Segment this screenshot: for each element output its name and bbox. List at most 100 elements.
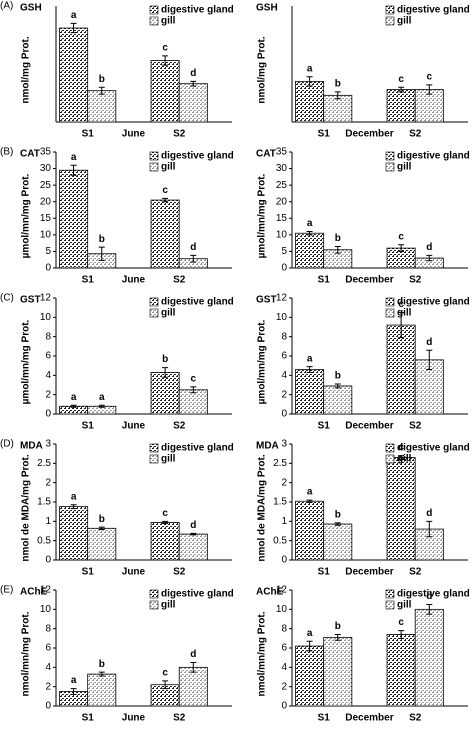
y-tick-label: 5 <box>45 246 51 257</box>
legend-label: digestive gland <box>161 151 234 162</box>
y-tick-label: 0 <box>281 555 287 566</box>
panel: (D) MDA nmol de MDA/mg Prot. 0 0.5 1 1.5 2 2.5 3 S… <box>0 439 234 578</box>
bar <box>150 522 180 561</box>
x-tick-label: S1 <box>318 129 331 140</box>
significance-letter: d <box>426 242 432 253</box>
legend-swatch <box>149 151 159 161</box>
panel: GSH nmol/mg Prot. S1 S2 December a c digestive … <box>256 3 470 140</box>
legend-label: digestive gland <box>161 5 234 16</box>
y-tick-label: 10 <box>40 604 52 615</box>
legend-swatch <box>385 16 395 26</box>
bar <box>150 60 180 123</box>
legend-label: gill <box>161 162 176 173</box>
panel: AChE nmol/mn/mg Prot. 0 2 4 6 8 10 12 S1 S2 Decembe… <box>256 585 470 724</box>
significance-letter: b <box>335 233 341 244</box>
y-tick-label: 2.5 <box>37 458 51 469</box>
error-bar <box>334 633 341 641</box>
legend-swatch <box>385 600 395 610</box>
y-tick-label: 10 <box>40 312 52 323</box>
y-tick-label: 2 <box>45 389 51 400</box>
panel-label: (D) <box>0 439 14 450</box>
error-bar <box>70 688 77 695</box>
x-tick-label: S2 <box>409 713 422 724</box>
y-tick-label: 1.5 <box>273 497 287 508</box>
panel: MDA nmol de MDA/mg Prot. 0 0.5 1 1.5 2 2.5 3 S1 S2… <box>256 439 470 578</box>
error-bar <box>98 246 105 261</box>
panel-title: MDA <box>20 441 43 452</box>
y-tick-label: 35 <box>40 147 52 158</box>
x-axis-label: June <box>122 275 146 286</box>
significance-letter: c <box>190 374 196 385</box>
y-tick-label: 12 <box>40 585 52 596</box>
significance-letter: b <box>99 74 105 85</box>
significance-letter: a <box>71 675 77 686</box>
legend-swatch <box>149 308 159 318</box>
bar <box>295 645 325 707</box>
significance-letter: a <box>71 491 77 502</box>
x-axis-label: December <box>345 421 393 432</box>
significance-letter: d <box>426 337 432 348</box>
y-tick-label: 20 <box>40 196 52 207</box>
y-tick-label: 15 <box>40 213 52 224</box>
y-tick-label: 4 <box>45 370 51 381</box>
error-bar <box>426 349 433 371</box>
x-tick-label: S1 <box>82 567 95 578</box>
legend-swatch <box>149 5 159 15</box>
y-tick-label: 8 <box>45 331 51 342</box>
bar <box>386 457 416 561</box>
y-axis-label: µmol/mn/mg Prot. <box>21 173 32 258</box>
bar <box>178 533 208 561</box>
bar <box>59 27 89 123</box>
error-bar <box>98 526 105 530</box>
significance-letter: d <box>426 591 432 602</box>
y-tick-label: 8 <box>45 623 51 634</box>
legend-label: gill <box>161 454 176 465</box>
y-axis-label: nmol/mg Prot. <box>257 36 268 103</box>
legend-swatch <box>149 16 159 26</box>
y-tick-label: 1 <box>45 516 51 527</box>
error-bar <box>70 22 77 34</box>
y-tick-label: 4 <box>281 370 287 381</box>
legend-label: gill <box>397 454 412 465</box>
y-tick-label: 3 <box>281 439 287 450</box>
x-tick-label: S2 <box>409 421 422 432</box>
bar <box>150 199 180 269</box>
significance-letter: a <box>307 353 313 364</box>
y-tick-label: 0 <box>45 409 51 420</box>
x-tick-label: S1 <box>318 713 331 724</box>
y-tick-label: 2 <box>281 681 287 692</box>
significance-letter: a <box>99 392 105 403</box>
significance-letter: a <box>307 628 313 639</box>
legend-swatch <box>385 308 395 318</box>
legend-swatch <box>149 297 159 307</box>
bar <box>150 372 180 415</box>
bar <box>295 81 325 123</box>
significance-letter: d <box>190 649 196 660</box>
error-bar <box>398 630 405 639</box>
error-bar <box>190 662 197 673</box>
bar <box>87 527 117 561</box>
panel-label: (B) <box>0 147 13 158</box>
significance-letter: c <box>398 299 404 310</box>
error-bar <box>334 383 341 389</box>
legend-label: gill <box>397 162 412 173</box>
y-axis-label: nmol/mn/mg Prot. <box>21 611 32 696</box>
error-bar <box>334 245 341 254</box>
legend-swatch <box>149 454 159 464</box>
y-tick-label: 0 <box>45 701 51 712</box>
y-tick-label: 35 <box>276 147 288 158</box>
legend-label: gill <box>397 600 412 611</box>
x-tick-label: S1 <box>318 567 331 578</box>
significance-letter: b <box>335 78 341 89</box>
legend-swatch <box>149 589 159 599</box>
y-tick-label: 0.5 <box>273 535 287 546</box>
bar <box>59 506 89 561</box>
legend-swatch <box>385 589 395 599</box>
x-tick-label: S2 <box>173 275 186 286</box>
y-tick-label: 6 <box>281 351 287 362</box>
y-tick-label: 2 <box>45 477 51 488</box>
x-tick-label: S2 <box>173 421 186 432</box>
panel: CAT µmol/mn/mg Prot. 0 5 10 15 20 25 30 35 S1 S2 Dec… <box>256 147 470 286</box>
y-tick-label: 12 <box>276 585 288 596</box>
significance-letter: c <box>398 74 404 85</box>
